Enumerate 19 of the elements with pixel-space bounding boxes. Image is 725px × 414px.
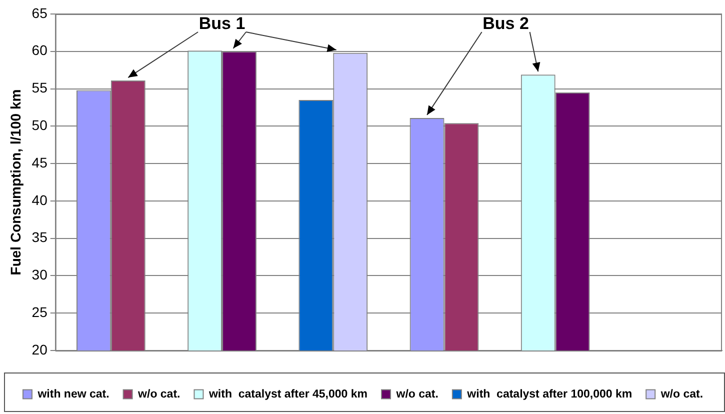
legend-label: w/o cat. (395, 388, 438, 400)
y-tick-label: 25 (32, 304, 48, 320)
y-tick-label: 20 (32, 341, 48, 358)
legend-label: w/o cat. (660, 388, 704, 400)
y-tick-label: 50 (32, 117, 48, 134)
y-tick-label: 55 (32, 80, 48, 96)
y-tick-label: 65 (32, 4, 48, 21)
annotation: Bus 1 (198, 14, 246, 33)
legend-label: w/o cat. (137, 388, 180, 400)
legend-label: with new cat. (36, 388, 110, 400)
y-tick-label: 60 (32, 42, 48, 58)
legend-label: with catalyst after 100,000 km (466, 388, 632, 400)
y-axis-title: Fuel Consumption, l/100 km (7, 89, 24, 276)
annotation: Bus 2 (482, 14, 529, 33)
legend-label: with catalyst after 45,000 km (208, 388, 368, 400)
y-tick-label: 35 (32, 229, 48, 246)
y-tick-label: 30 (32, 266, 48, 283)
y-tick-label: 45 (32, 154, 48, 170)
y-tick-label: 40 (32, 192, 48, 208)
